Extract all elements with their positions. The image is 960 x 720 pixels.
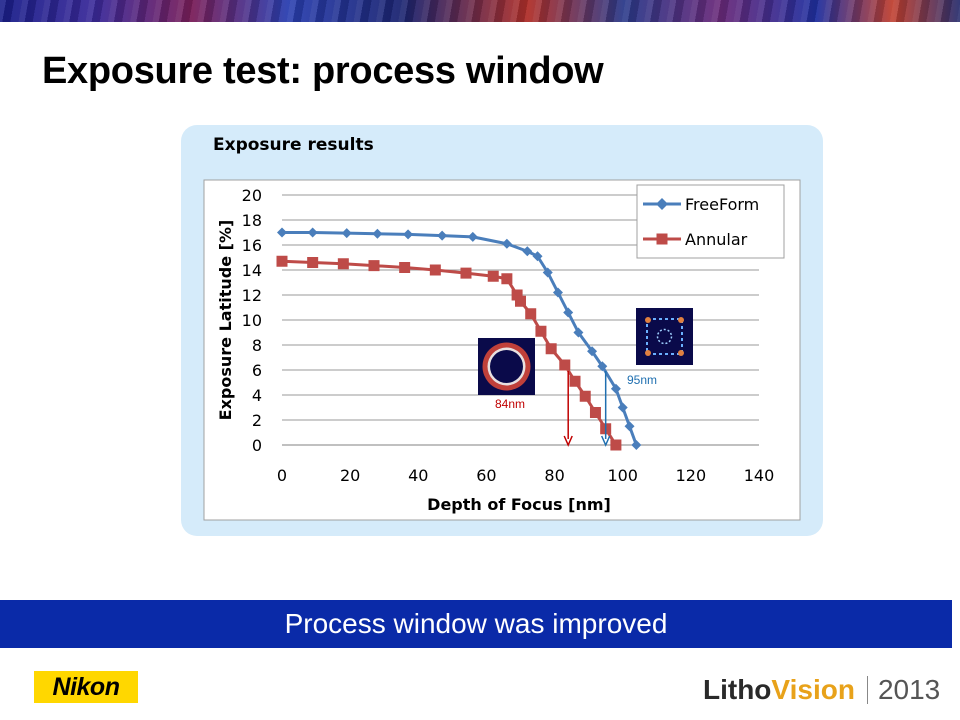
x-tick-label: 60 [476,466,496,485]
legend-marker-freeform [656,198,668,210]
x-tick-label: 40 [408,466,428,485]
y-tick-label: 6 [252,361,262,380]
chart-panel: Exposure results 0 2 4 6 8 10 12 14 16 18 20 0 20 40… [181,125,823,536]
legend-label-annular: Annular [685,230,748,249]
y-tick-label: 10 [242,311,262,330]
data-point-annular [429,264,441,276]
annotation-label: 95nm [627,373,657,387]
data-point-annular [487,270,499,282]
conclusion-banner: Process window was improved [0,600,952,648]
data-point-freeform [437,230,448,241]
data-point-annular [368,260,380,272]
y-tick-label: 2 [252,411,262,430]
data-point-annular [515,295,526,307]
lithovision-logo: Litho Vision 2013 [703,672,940,708]
x-tick-label: 80 [544,466,564,485]
annotation-arrowhead [600,435,611,447]
x-tick-label: 120 [676,466,707,485]
data-point-freeform [522,246,533,257]
y-tick-label: 14 [242,261,262,280]
data-point-freeform [341,228,352,239]
y-tick-label: 8 [252,336,262,355]
nikon-logo: Nikon [34,671,138,703]
y-tick-label: 20 [242,186,262,205]
data-point-freeform [624,421,635,432]
data-point-freeform [552,287,563,298]
y-tick-label: 16 [242,236,262,255]
data-point-annular [535,325,547,337]
legend-label-freeform: FreeForm [685,195,759,214]
data-point-annular [399,262,411,273]
logo-word-vision: Vision [771,674,855,705]
annotation-arrowhead [563,435,573,447]
logo-year: 2013 [877,674,941,705]
chart-legend: FreeForm Annular [636,184,785,259]
data-point-annular [579,390,591,402]
logo-word-litho: Litho [703,674,772,705]
freeform-pupil-image [636,308,693,365]
x-tick-label: 20 [340,466,360,485]
y-tick-labels: 0 2 4 6 8 10 12 14 16 18 20 [242,186,262,455]
data-point-annular [276,255,288,267]
data-point-freeform [563,307,574,318]
data-point-freeform [542,267,553,278]
data-point-annular [501,273,513,285]
x-tick-label: 140 [744,466,775,485]
data-point-freeform [617,402,628,413]
annotation-label: 84nm [495,397,525,411]
top-banner [0,0,960,22]
data-point-annular [460,267,472,279]
data-point-annular [610,439,622,451]
data-point-freeform [587,346,598,357]
nikon-logo-text: Nikon [52,672,120,701]
data-point-freeform [631,440,642,450]
data-point-annular [307,257,319,268]
dof-annotations: 84nm 95nm [495,371,657,447]
data-point-freeform [501,238,512,249]
data-point-annular [589,407,601,418]
data-point-annular [545,343,557,355]
data-point-freeform [372,228,383,239]
x-tick-labels: 0 20 40 60 80 100 120 140 [277,466,774,485]
chart-title: Exposure results [213,135,374,155]
y-tick-label: 12 [242,286,262,305]
exposure-chart: Exposure results 0 2 4 6 8 10 12 14 16 18 20 0 20 40… [203,135,801,521]
data-point-freeform [532,251,543,262]
y-tick-label: 4 [252,386,262,405]
x-tick-label: 0 [277,466,287,485]
data-point-annular [559,359,571,371]
data-point-freeform [467,231,478,242]
data-point-freeform [573,327,584,338]
y-tick-label: 0 [252,436,262,455]
data-point-freeform [277,227,287,238]
x-tick-label: 100 [607,466,638,485]
annular-pupil-image [478,338,535,395]
y-axis-label: Exposure Latitude [%] [216,220,235,421]
slide-title: Exposure test: process window [42,50,604,92]
data-point-freeform [597,361,608,372]
series-line-freeform [282,231,638,446]
data-point-annular [337,258,349,270]
y-tick-label: 18 [242,211,262,230]
legend-marker-annular [656,233,668,245]
logo-divider [866,676,868,704]
data-point-freeform [403,229,414,240]
data-point-annular [511,289,523,301]
x-axis-label: Depth of Focus [nm] [427,495,611,514]
data-point-annular [569,375,581,387]
data-point-freeform [610,383,621,394]
data-point-freeform [307,227,318,238]
data-point-annular [525,308,537,320]
